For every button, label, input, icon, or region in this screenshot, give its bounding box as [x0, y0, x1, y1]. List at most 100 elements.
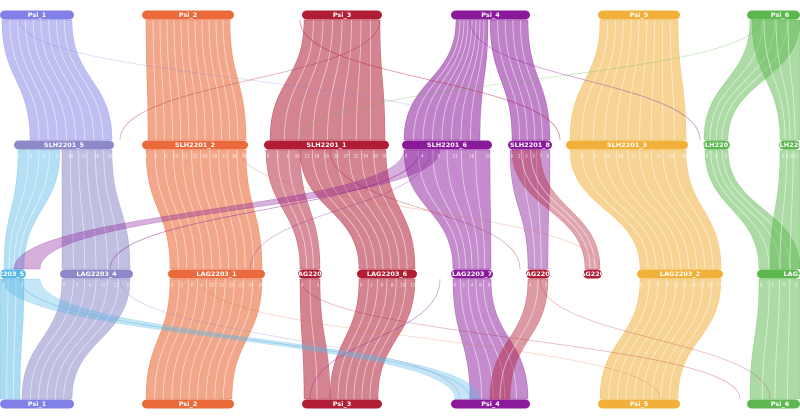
synteny-ribbon — [21, 278, 131, 400]
ribbon-gap-line — [441, 19, 473, 141]
chromosome-label: Psi_2 — [179, 11, 198, 19]
synteny-link — [249, 149, 431, 270]
ribbon-gap-line — [348, 149, 392, 270]
ribbon-gap-line — [639, 149, 690, 270]
ribbon-gap-line — [38, 278, 86, 400]
chromosome-label: Psi_2 — [179, 400, 198, 408]
ribbon-gap-line — [369, 278, 407, 400]
chromosome-lower-1: LAG2203_4 0 3 6 10 13 16 — [60, 269, 133, 288]
ribbon-gap-line — [154, 149, 179, 270]
chromosome-middle-4: SLH2201_8 0 2 3 5 7 9 — [508, 140, 552, 159]
synteny-link — [299, 19, 561, 141]
ribbon-gap-line — [475, 278, 506, 400]
ribbon-gap-line — [288, 149, 314, 270]
synteny-ribbon — [1, 278, 481, 400]
ribbon-gap-line — [298, 19, 324, 141]
chromosome-lower-5: LAG2203_7 0 2 4 6 8 — [451, 269, 493, 288]
tick-label: 8 — [790, 154, 793, 159]
chromosome-top-0: Psi_1 — [0, 10, 74, 20]
ribbon-gap-line — [520, 149, 591, 270]
tick-label: 27 — [343, 154, 349, 159]
ribbon-gap-line — [608, 278, 650, 400]
synteny-link — [469, 19, 701, 141]
tick-label: 28 — [258, 283, 264, 288]
ribbon-gap-line — [581, 149, 649, 270]
ribbon-gap-line — [311, 149, 368, 270]
chromosome-top-2: Psi_3 — [302, 10, 382, 20]
chromosome-lower-2: LAG2203_1 0 3 6 9 12 15 18 21 24 28 — [168, 269, 265, 288]
chromosome-lower-8: LAG2203_2 0 3 6 9 12 15 18 21 24 27 — [637, 269, 723, 288]
synteny-ribbon — [269, 19, 386, 141]
chromosome-label: SLH2201_1 — [306, 141, 347, 149]
chromosome-middle-3: SLH2201_6 0 4 9 13 18 22 — [402, 140, 492, 159]
tick-label: 14 — [605, 154, 611, 159]
tick-label: 5 — [155, 154, 158, 159]
ribbon-gap-line — [650, 19, 656, 141]
tick-label: 0 — [145, 154, 148, 159]
tick-label: 30 — [107, 154, 113, 159]
tick-label: 22 — [631, 154, 637, 159]
ribbon-gap-line — [432, 149, 467, 270]
ribbon-gap-line — [470, 19, 485, 141]
tick-label: 4 — [786, 154, 789, 159]
tick-label: 28 — [212, 154, 218, 159]
tick-label: 35 — [669, 154, 675, 159]
chromosome-bar — [451, 269, 493, 279]
chromosome-top-4: Psi_5 — [598, 10, 680, 20]
ribbon-gap-line — [417, 149, 460, 270]
tick-label: 7 — [286, 154, 289, 159]
tick-label: 32 — [222, 154, 228, 159]
tick-label: 6 — [191, 283, 194, 288]
tick-label: 21 — [192, 154, 198, 159]
tick-label: 0 — [706, 154, 709, 159]
tick-label: 18 — [229, 283, 235, 288]
ribbon-gap-line — [69, 149, 74, 270]
ribbon-gap-line — [446, 149, 473, 270]
chromosome-bar — [0, 399, 74, 409]
tick-label: 9 — [200, 283, 203, 288]
tick-label: 3 — [771, 283, 774, 288]
tick-label: 18 — [469, 154, 475, 159]
chromosome-label: LAG2203_7 — [452, 270, 492, 278]
tick-label: 0 — [3, 283, 6, 288]
tick-label: 12 — [673, 283, 679, 288]
tick-label: 5 — [581, 154, 584, 159]
tick-label: 12 — [209, 283, 215, 288]
chromosome-label: SLH2201_4 — [775, 141, 800, 149]
ribbon-gap-line — [592, 19, 617, 141]
tick-label: 10 — [100, 283, 106, 288]
tick-label: 0 — [454, 283, 457, 288]
ribbon-gap-line — [200, 149, 221, 270]
tick-label: 38 — [241, 154, 247, 159]
tick-label: 5 — [725, 154, 728, 159]
tick-label: 0 — [405, 154, 408, 159]
synteny-link — [109, 149, 421, 270]
ribbon-gap-line — [9, 19, 40, 141]
tick-label: 22 — [81, 154, 87, 159]
chromosome-bar — [747, 399, 800, 409]
chromosome-label: SLH2201_8 — [510, 141, 551, 149]
ribbon-gap-line — [432, 19, 469, 141]
synteny-link — [299, 19, 761, 141]
chromosome-bar — [142, 140, 248, 150]
chromosome-bar — [402, 140, 492, 150]
chromosome-bar — [566, 140, 688, 150]
ribbon-gap-line — [6, 278, 9, 400]
chromosome-middle-1: SLH2201_2 0 5 9 13 17 21 24 28 32 36 38 — [142, 140, 248, 159]
ribbon-gap-line — [152, 19, 157, 141]
ribbon-gap-line — [467, 278, 494, 400]
chromosome-bar — [526, 269, 550, 279]
tick-label: 3 — [715, 154, 718, 159]
chromosome-label: LAG2203 — [576, 270, 609, 278]
synteny-ribbon — [265, 149, 321, 270]
ribbon-gap-line — [616, 278, 659, 400]
chromosome-bar — [264, 140, 389, 150]
chromosome-label: Psi_5 — [630, 400, 649, 408]
ribbon-gap-line — [86, 149, 97, 270]
tick-label: 9 — [594, 154, 597, 159]
tick-label: 38 — [373, 154, 379, 159]
tick-label: 0 — [640, 283, 643, 288]
chromosome-bar — [451, 399, 530, 409]
chromosome-bar — [779, 140, 800, 150]
tick-label: 2 — [462, 283, 465, 288]
